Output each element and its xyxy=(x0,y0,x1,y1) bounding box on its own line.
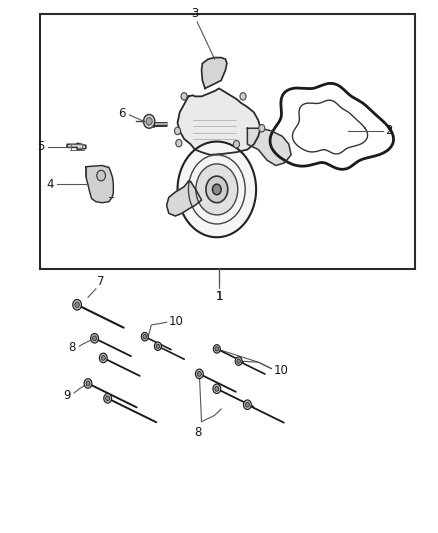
Circle shape xyxy=(215,386,219,391)
Circle shape xyxy=(156,344,159,349)
Polygon shape xyxy=(166,181,201,216)
Text: 10: 10 xyxy=(168,316,183,328)
Circle shape xyxy=(73,300,81,310)
Text: 6: 6 xyxy=(119,108,126,120)
Circle shape xyxy=(213,384,221,393)
Text: 8: 8 xyxy=(194,426,202,439)
Text: 5: 5 xyxy=(37,140,44,154)
Circle shape xyxy=(212,184,221,195)
Polygon shape xyxy=(247,128,291,165)
Circle shape xyxy=(101,356,105,360)
Circle shape xyxy=(176,140,182,147)
Circle shape xyxy=(215,347,219,351)
Circle shape xyxy=(99,353,107,363)
Circle shape xyxy=(244,400,251,409)
Circle shape xyxy=(195,369,203,378)
Text: 7: 7 xyxy=(97,275,104,288)
Circle shape xyxy=(245,402,249,407)
Circle shape xyxy=(213,345,220,353)
Circle shape xyxy=(259,125,265,132)
Circle shape xyxy=(237,359,240,364)
Text: 10: 10 xyxy=(274,364,289,377)
Circle shape xyxy=(97,170,106,181)
Circle shape xyxy=(177,142,256,237)
Text: 1: 1 xyxy=(215,290,223,303)
Circle shape xyxy=(144,115,155,128)
Circle shape xyxy=(143,335,147,339)
Circle shape xyxy=(104,393,112,403)
Circle shape xyxy=(86,381,90,386)
Circle shape xyxy=(154,342,161,351)
Circle shape xyxy=(84,378,92,388)
Circle shape xyxy=(233,141,240,148)
Circle shape xyxy=(198,372,201,376)
Text: 2: 2 xyxy=(385,124,392,138)
Polygon shape xyxy=(201,58,227,88)
Circle shape xyxy=(92,336,96,341)
Circle shape xyxy=(106,396,110,401)
Circle shape xyxy=(235,357,242,366)
Circle shape xyxy=(196,164,238,215)
Text: 1: 1 xyxy=(215,290,223,303)
Circle shape xyxy=(141,333,148,341)
Circle shape xyxy=(206,176,228,203)
Polygon shape xyxy=(67,143,86,150)
Circle shape xyxy=(174,127,180,135)
Text: 3: 3 xyxy=(191,7,199,20)
Polygon shape xyxy=(177,88,261,155)
Polygon shape xyxy=(86,165,113,203)
Circle shape xyxy=(75,302,79,308)
Circle shape xyxy=(91,334,99,343)
Text: 9: 9 xyxy=(63,389,71,402)
Text: 4: 4 xyxy=(46,177,54,191)
Text: 8: 8 xyxy=(68,341,76,354)
Circle shape xyxy=(240,93,246,100)
Circle shape xyxy=(181,93,187,100)
Bar xyxy=(40,14,416,269)
Circle shape xyxy=(146,118,152,125)
